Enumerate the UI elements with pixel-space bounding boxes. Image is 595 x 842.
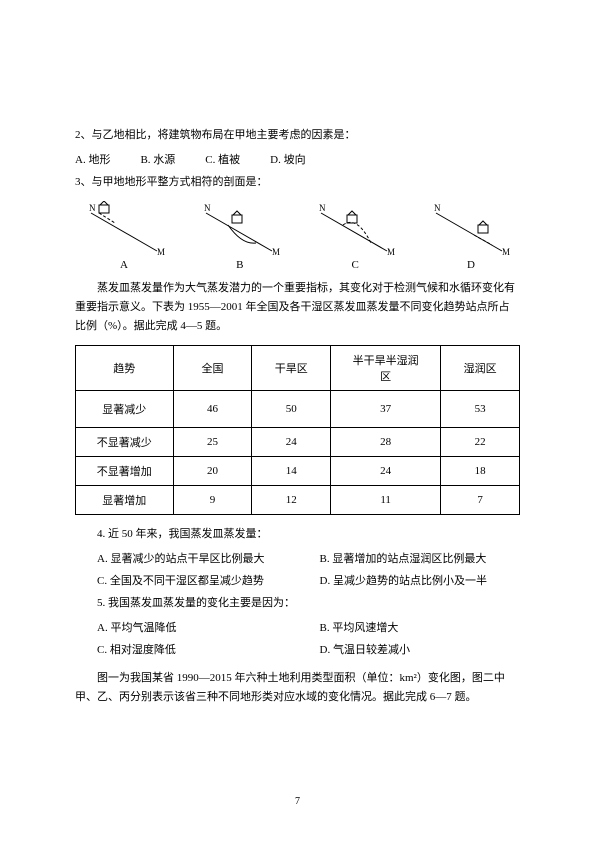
table-row: 不显著减少 25 24 28 22	[76, 428, 520, 457]
cell: 20	[173, 457, 252, 486]
label-c: C	[352, 259, 359, 271]
table-row: 不显著增加 20 14 24 18	[76, 457, 520, 486]
q2-opt-c: C. 植被	[205, 151, 240, 167]
q2-opt-b: B. 水源	[140, 151, 175, 167]
q5-opt-d: D. 气温日较差减小	[298, 641, 521, 657]
svg-text:M: M	[272, 247, 280, 257]
diagram-d: N M	[430, 201, 510, 257]
cell: 50	[252, 391, 331, 428]
svg-text:N: N	[319, 203, 326, 213]
cell: 46	[173, 391, 252, 428]
q5-stem: 5. 我国蒸发皿蒸发量的变化主要是因为：	[75, 594, 520, 613]
q3-stem: 3、与甲地地形平整方式相符的剖面是：	[75, 173, 520, 192]
page-number: 7	[0, 796, 595, 807]
q2-opt-d: D. 坡向	[270, 151, 305, 167]
svg-text:M: M	[502, 247, 510, 257]
cell: 11	[331, 486, 441, 515]
diagram-b: N M	[200, 201, 280, 257]
svg-text:N: N	[89, 203, 96, 213]
table-row: 显著减少 46 50 37 53	[76, 391, 520, 428]
svg-text:M: M	[387, 247, 395, 257]
cell: 37	[331, 391, 441, 428]
table-row: 显著增加 9 12 11 7	[76, 486, 520, 515]
cell: 24	[331, 457, 441, 486]
cell: 12	[252, 486, 331, 515]
label-a: A	[120, 259, 128, 271]
cell: 22	[441, 428, 520, 457]
cell: 28	[331, 428, 441, 457]
svg-text:N: N	[434, 203, 441, 213]
q5-opt-a: A. 平均气温降低	[75, 619, 298, 635]
th-1: 全国	[173, 346, 252, 391]
q5-opt-c: C. 相对湿度降低	[75, 641, 298, 657]
th-0: 趋势	[76, 346, 174, 391]
cell: 24	[252, 428, 331, 457]
cell: 不显著增加	[76, 457, 174, 486]
cell: 18	[441, 457, 520, 486]
label-b: B	[236, 259, 243, 271]
q5-row2: C. 相对湿度降低 D. 气温日较差减小	[75, 641, 520, 657]
q4-opt-d: D. 呈减少趋势的站点比例小及一半	[298, 572, 521, 588]
cell: 25	[173, 428, 252, 457]
q4-opt-b: B. 显著增加的站点湿润区比例最大	[298, 550, 521, 566]
cell: 显著减少	[76, 391, 174, 428]
q3-diagram-labels: A B C D	[75, 259, 520, 271]
q4-row2: C. 全国及不同干湿区都呈减少趋势 D. 呈减少趋势的站点比例小及一半	[75, 572, 520, 588]
q4-row1: A. 显著减少的站点干旱区比例最大 B. 显著增加的站点湿润区比例最大	[75, 550, 520, 566]
cell: 显著增加	[76, 486, 174, 515]
q5-row1: A. 平均气温降低 B. 平均风速增大	[75, 619, 520, 635]
q4-stem: 4. 近 50 年来，我国蒸发皿蒸发量：	[75, 525, 520, 544]
q5-opt-b: B. 平均风速增大	[298, 619, 521, 635]
q2-opt-a: A. 地形	[75, 151, 110, 167]
cell: 7	[441, 486, 520, 515]
passage-q4-5: 蒸发皿蒸发量作为大气蒸发潜力的一个重要指标，其变化对于检测气候和水循环变化有重要…	[75, 279, 520, 335]
q4-opt-c: C. 全国及不同干湿区都呈减少趋势	[75, 572, 298, 588]
label-d: D	[467, 259, 475, 271]
passage-q6-7: 图一为我国某省 1990—2015 年六种土地利用类型面积（单位：km²）变化图…	[75, 669, 520, 706]
svg-text:N: N	[204, 203, 211, 213]
cell: 53	[441, 391, 520, 428]
svg-text:M: M	[157, 247, 165, 257]
th-2: 干旱区	[252, 346, 331, 391]
q4-opt-a: A. 显著减少的站点干旱区比例最大	[75, 550, 298, 566]
diagram-a: N M	[85, 201, 165, 257]
q2-options: A. 地形 B. 水源 C. 植被 D. 坡向	[75, 151, 520, 167]
q2-stem: 2、与乙地相比，将建筑物布局在甲地主要考虑的因素是：	[75, 126, 520, 145]
th-3: 半干旱半湿润区	[331, 346, 441, 391]
cell: 9	[173, 486, 252, 515]
cell: 14	[252, 457, 331, 486]
q3-diagrams: N M N M N M N M	[75, 201, 520, 257]
table-header-row: 趋势 全国 干旱区 半干旱半湿润区 湿润区	[76, 346, 520, 391]
diagram-c: N M	[315, 201, 395, 257]
th-4: 湿润区	[441, 346, 520, 391]
cell: 不显著减少	[76, 428, 174, 457]
evaporation-table: 趋势 全国 干旱区 半干旱半湿润区 湿润区 显著减少 46 50 37 53 不…	[75, 345, 520, 515]
